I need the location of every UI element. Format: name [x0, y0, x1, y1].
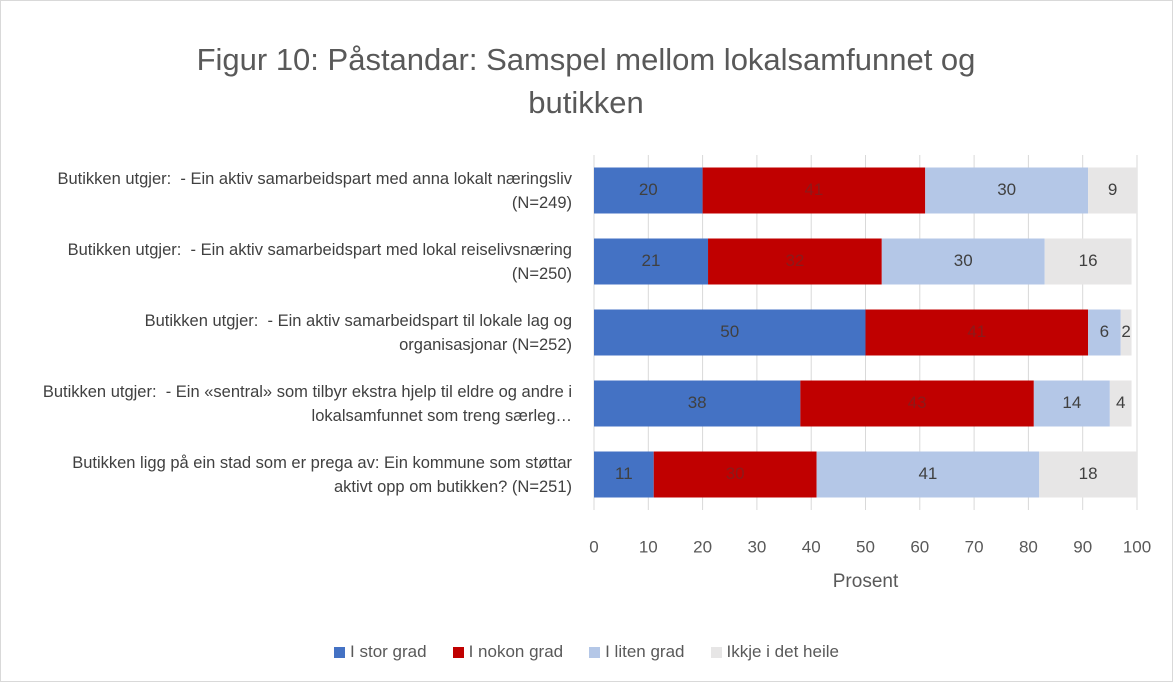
bar-segment — [702, 167, 926, 214]
legend-item: I stor grad — [334, 642, 427, 662]
value-label: 20 — [639, 180, 658, 199]
bar-segment — [1088, 309, 1121, 356]
bar-segment — [653, 451, 817, 498]
legend-item: Ikkje i det heile — [710, 642, 839, 662]
category-label: Butikken utgjer: - Ein «sentral» som til… — [42, 382, 577, 425]
bar-segment — [594, 167, 703, 214]
x-tick-label: 20 — [693, 537, 712, 556]
legend-swatch — [710, 646, 722, 658]
bar-segment — [800, 380, 1034, 427]
bar-segment — [925, 167, 1089, 214]
value-label: 41 — [804, 180, 823, 199]
bar-segment — [708, 238, 882, 285]
value-label: 30 — [726, 464, 745, 483]
bar-segment — [594, 451, 654, 498]
value-label: 50 — [720, 322, 739, 341]
x-tick-label: 90 — [1073, 537, 1092, 556]
value-label: 18 — [1079, 464, 1098, 483]
legend-label: I stor grad — [350, 642, 427, 661]
value-label: 43 — [908, 393, 927, 412]
x-tick-label: 100 — [1123, 537, 1151, 556]
value-label: 41 — [918, 464, 937, 483]
x-tick-label: 10 — [639, 537, 658, 556]
category-label: Butikken utgjer: - Ein aktiv samarbeidsp… — [144, 311, 577, 354]
bar-segment — [594, 238, 709, 285]
x-tick-label: 0 — [589, 537, 598, 556]
value-label: 32 — [785, 251, 804, 270]
value-label: 30 — [954, 251, 973, 270]
legend-label: I liten grad — [605, 642, 685, 661]
bar-segment — [816, 451, 1040, 498]
x-axis-label: Prosent — [833, 571, 899, 592]
bar-segment — [594, 380, 801, 427]
value-label: 21 — [642, 251, 661, 270]
bar-segment — [1039, 451, 1137, 498]
bar-segment — [865, 309, 1089, 356]
x-tick-label: 40 — [802, 537, 821, 556]
legend-label: I nokon grad — [468, 642, 564, 661]
x-tick-label: 30 — [747, 537, 766, 556]
legend-item: I nokon grad — [452, 642, 564, 662]
value-label: 2 — [1121, 322, 1130, 341]
bar-segment — [1044, 238, 1132, 285]
category-label: Butikken utgjer: - Ein aktiv samarbeidsp… — [67, 240, 577, 283]
value-label: 16 — [1079, 251, 1098, 270]
value-label: 30 — [997, 180, 1016, 199]
legend-swatch — [589, 646, 601, 658]
bar-segment — [1033, 380, 1110, 427]
bar-segment — [594, 309, 866, 356]
chart-title: Figur 10: Påstandar: Samspel mellom loka… — [196, 42, 976, 120]
x-tick-label: 80 — [1019, 537, 1038, 556]
value-label: 41 — [967, 322, 986, 341]
bar-segment — [1120, 309, 1132, 356]
value-label: 11 — [615, 464, 633, 483]
value-label: 14 — [1062, 393, 1081, 412]
bar-segment — [1088, 167, 1137, 214]
value-label: 9 — [1108, 180, 1117, 199]
legend: I stor grad I nokon grad I liten grad Ikkje… — [0, 642, 1173, 662]
legend-item: I liten grad — [589, 642, 685, 662]
value-label: 38 — [688, 393, 707, 412]
legend-label: Ikkje i det heile — [726, 642, 839, 661]
x-tick-label: 70 — [965, 537, 984, 556]
legend-swatch — [334, 646, 346, 658]
x-tick-label: 60 — [910, 537, 929, 556]
category-label: Butikken ligg på ein stad som er prega a… — [72, 453, 577, 496]
legend-swatch — [452, 646, 464, 658]
value-label: 6 — [1100, 322, 1109, 341]
x-tick-label: 50 — [856, 537, 875, 556]
bar-segment — [881, 238, 1045, 285]
value-label: 4 — [1116, 393, 1125, 412]
bar-segment — [1109, 380, 1132, 427]
category-label: Butikken utgjer: - Ein aktiv samarbeidsp… — [57, 169, 577, 212]
